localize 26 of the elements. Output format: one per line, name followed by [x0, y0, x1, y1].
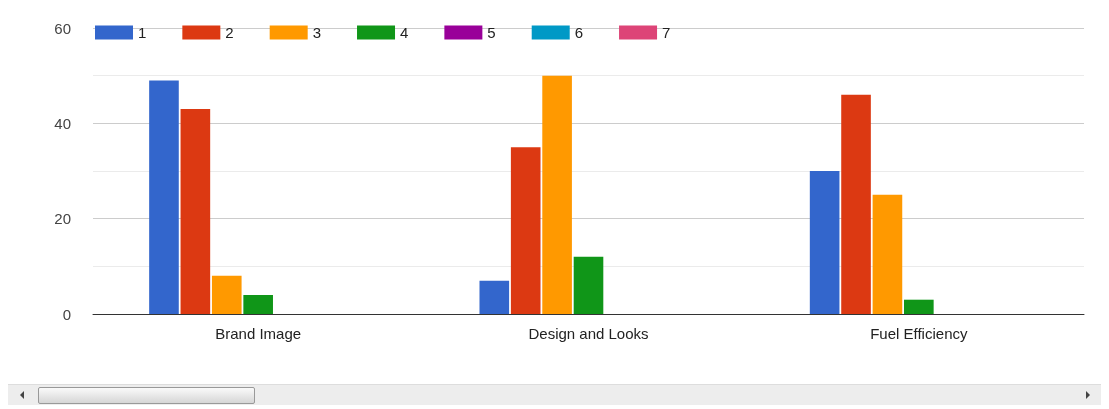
legend-label: 2: [225, 24, 234, 41]
legend-label: 1: [138, 24, 147, 41]
y-tick-label: 0: [62, 305, 71, 323]
legend-label: 7: [662, 24, 671, 41]
bar: [243, 294, 273, 314]
bar: [180, 109, 211, 314]
bar: [149, 80, 179, 314]
y-tick-label: 20: [54, 210, 71, 228]
bar: [211, 275, 242, 314]
legend-label: 4: [400, 24, 409, 41]
bar: [542, 75, 572, 314]
y-tick-label: 40: [54, 114, 71, 132]
bar: [809, 171, 840, 314]
x-tick-label: Brand Image: [215, 325, 302, 342]
x-tick-label: Fuel Efficiency: [870, 325, 968, 342]
bar: [479, 280, 510, 314]
y-tick-label: 60: [54, 19, 71, 37]
legend-label: 3: [312, 24, 322, 41]
legend-label: 5: [487, 24, 496, 41]
x-tick-label: Design and Looks: [528, 325, 649, 342]
bar: [872, 194, 903, 314]
bar: [573, 256, 604, 314]
bar: [904, 299, 934, 314]
bar: [510, 147, 541, 314]
bar: [841, 94, 871, 314]
legend-label: 6: [574, 24, 584, 41]
